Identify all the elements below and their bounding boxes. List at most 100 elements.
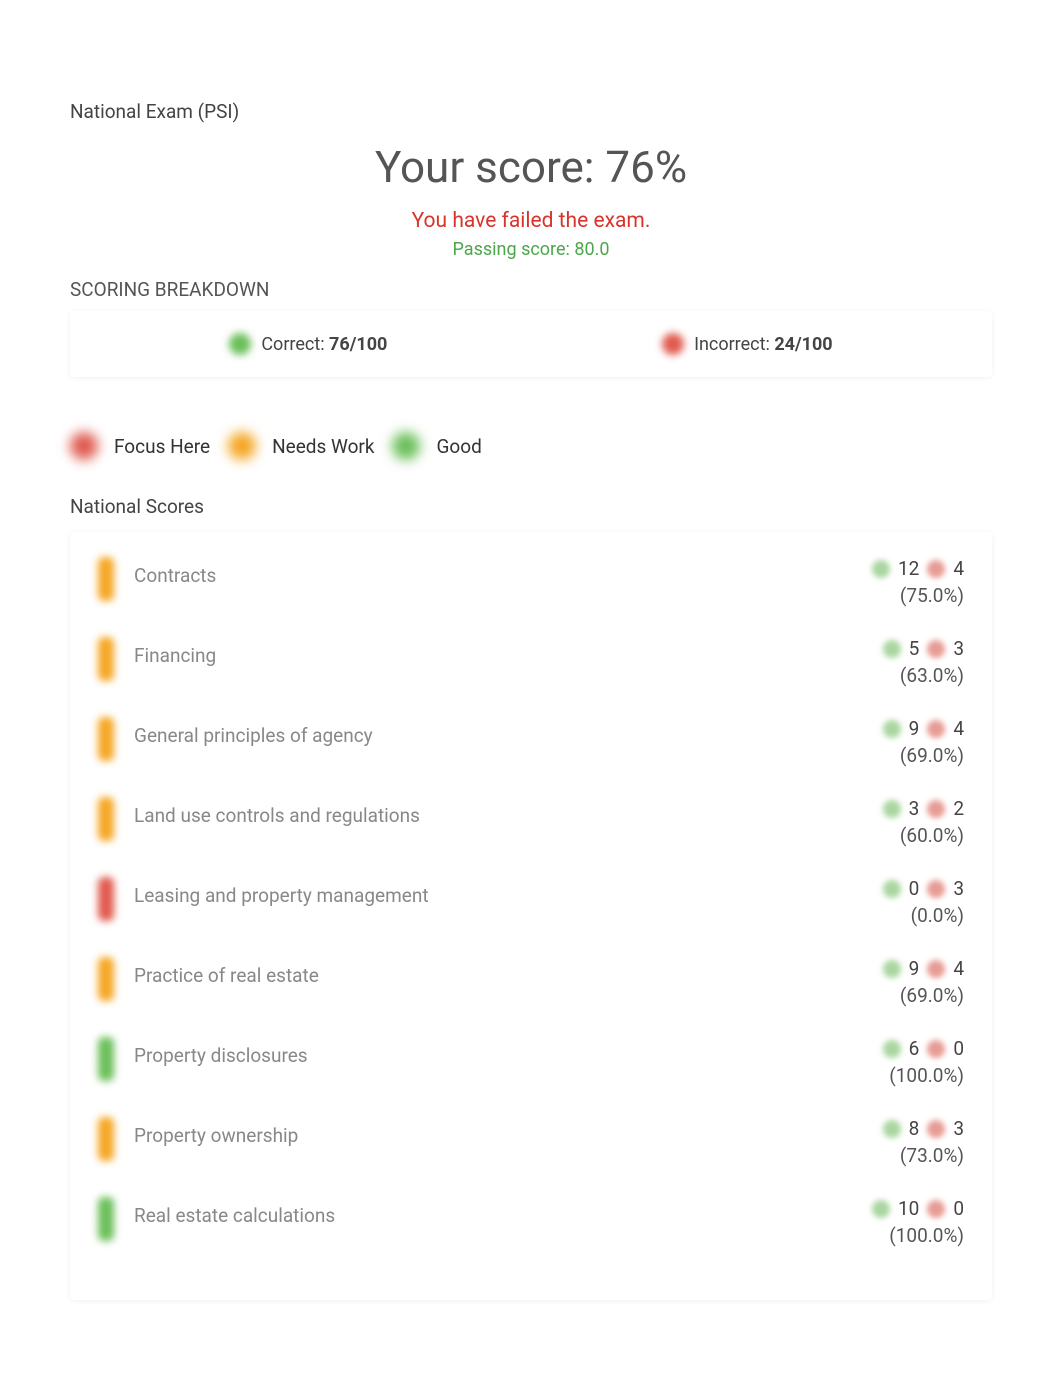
correct-dot-icon <box>229 333 251 355</box>
topic-stats: 03(0.0%) <box>824 877 964 927</box>
topic-correct-value: 10 <box>898 1197 919 1220</box>
topic-name: Property disclosures <box>134 1037 804 1067</box>
topic-name: Land use controls and regulations <box>134 797 804 827</box>
scoring-breakdown-heading: SCORING BREAKDOWN <box>70 278 992 301</box>
topic-percentage: (69.0%) <box>900 984 964 1007</box>
topic-incorrect-value: 3 <box>953 637 964 660</box>
status-bar-icon <box>98 1197 114 1241</box>
exam-name: National Exam (PSI) <box>70 100 992 123</box>
topic-percentage: (0.0%) <box>911 904 964 927</box>
topic-incorrect-value: 0 <box>953 1197 964 1220</box>
topic-incorrect-value: 4 <box>953 957 964 980</box>
correct-mini-dot-icon <box>883 800 901 818</box>
breakdown-card: Correct: 76/100 Incorrect: 24/100 <box>70 311 992 377</box>
correct-mini-dot-icon <box>883 1120 901 1138</box>
topic-percentage: (69.0%) <box>900 744 964 767</box>
correct-mini-dot-icon <box>883 960 901 978</box>
topic-name: Leasing and property management <box>134 877 804 907</box>
topic-percentage: (60.0%) <box>900 824 964 847</box>
legend-focus-here: Focus Here <box>70 432 210 460</box>
status-bar-icon <box>98 717 114 761</box>
correct-mini-dot-icon <box>883 880 901 898</box>
legend: Focus Here Needs Work Good <box>70 432 992 460</box>
topic-incorrect-value: 3 <box>953 877 964 900</box>
topic-stats: 12 4 (75.0%) <box>824 557 964 607</box>
incorrect-mini-dot-icon <box>927 1040 945 1058</box>
topic-percentage: (73.0%) <box>900 1144 964 1167</box>
topic-stats: 100(100.0%) <box>824 1197 964 1247</box>
correct-mini-dot-icon <box>883 640 901 658</box>
topic-percentage: (63.0%) <box>900 664 964 687</box>
incorrect-mini-dot-icon <box>927 1200 945 1218</box>
score-row: Leasing and property management03(0.0%) <box>88 862 974 942</box>
topic-name: Property ownership <box>134 1117 804 1147</box>
topic-correct-value: 9 <box>909 957 920 980</box>
stats-line: 03 <box>883 877 964 900</box>
status-bar-icon <box>98 957 114 1001</box>
stats-line: 83 <box>883 1117 964 1140</box>
topic-correct-value: 5 <box>909 637 920 660</box>
correct-mini-dot-icon <box>872 560 890 578</box>
scores-card: Contracts124(75.0%)Financing53(63.0%)Gen… <box>70 532 992 1300</box>
score-row: Land use controls and regulations 32 (60.0… <box>88 782 974 862</box>
incorrect-mini-dot-icon <box>927 640 945 658</box>
stats-line: 32 <box>883 797 964 820</box>
topic-correct-value: 6 <box>909 1037 920 1060</box>
passing-score-message: Passing score: 80.0 <box>70 239 992 260</box>
score-row: Property ownership83(73.0%) <box>88 1102 974 1182</box>
incorrect-mini-dot-icon <box>927 960 945 978</box>
correct-item: Correct: 76/100 <box>229 333 387 355</box>
topic-correct-value: 9 <box>909 717 920 740</box>
topic-incorrect-value: 2 <box>953 797 964 820</box>
topic-correct-value: 0 <box>909 877 920 900</box>
topic-stats: 60 (100.0%) <box>824 1037 964 1087</box>
legend-good-label: Good <box>436 435 481 458</box>
topic-percentage: (75.0%) <box>900 584 964 607</box>
score-row: General principles of agency94(69.0%) <box>88 702 974 782</box>
incorrect-mini-dot-icon <box>927 720 945 738</box>
incorrect-dot-icon <box>662 333 684 355</box>
incorrect-item: Incorrect: 24/100 <box>662 333 833 355</box>
score-title: Your score: 76% <box>70 141 992 193</box>
needs-work-dot-icon <box>228 432 256 460</box>
topic-incorrect-value: 4 <box>953 557 964 580</box>
status-bar-icon <box>98 797 114 841</box>
topic-correct-value: 12 <box>898 557 919 580</box>
status-bar-icon <box>98 557 114 601</box>
incorrect-value: 24/100 <box>774 334 832 355</box>
correct-label: Correct: <box>261 334 329 355</box>
stats-line: 94 <box>883 957 964 980</box>
national-scores-heading: National Scores <box>70 495 992 518</box>
incorrect-mini-dot-icon <box>927 560 945 578</box>
good-dot-icon <box>392 432 420 460</box>
correct-mini-dot-icon <box>872 1200 890 1218</box>
topic-name: Practice of real estate <box>134 957 804 987</box>
score-row: Property disclosures 60 (100.0%) <box>88 1022 974 1102</box>
topic-correct-value: 8 <box>909 1117 920 1140</box>
stats-line: 60 <box>883 1037 964 1060</box>
topic-incorrect-value: 4 <box>953 717 964 740</box>
score-row: Contracts 12 4 (75.0%) <box>88 542 974 622</box>
incorrect-mini-dot-icon <box>927 800 945 818</box>
topic-incorrect-value: 3 <box>953 1117 964 1140</box>
stats-line: 94 <box>883 717 964 740</box>
status-bar-icon <box>98 1117 114 1161</box>
legend-good: Good <box>392 432 481 460</box>
score-row: Real estate calculations100(100.0%) <box>88 1182 974 1262</box>
status-bar-icon <box>98 637 114 681</box>
legend-needs-work: Needs Work <box>228 432 374 460</box>
stats-line: 10 0 <box>872 1197 964 1220</box>
topic-stats: 5 3 (63.0%) <box>824 637 964 687</box>
score-row: Practice of real estate94(69.0%) <box>88 942 974 1022</box>
incorrect-mini-dot-icon <box>927 1120 945 1138</box>
topic-stats: 32 (60.0%) <box>824 797 964 847</box>
status-bar-icon <box>98 1037 114 1081</box>
topic-percentage: (100.0%) <box>889 1064 964 1087</box>
topic-stats: 94(69.0%) <box>824 717 964 767</box>
topic-name: Contracts <box>134 557 804 587</box>
status-bar-icon <box>98 877 114 921</box>
score-row: Financing53(63.0%) <box>88 622 974 702</box>
stats-line: 12 4 <box>872 557 964 580</box>
incorrect-mini-dot-icon <box>927 880 945 898</box>
topic-name: General principles of agency <box>134 717 804 747</box>
